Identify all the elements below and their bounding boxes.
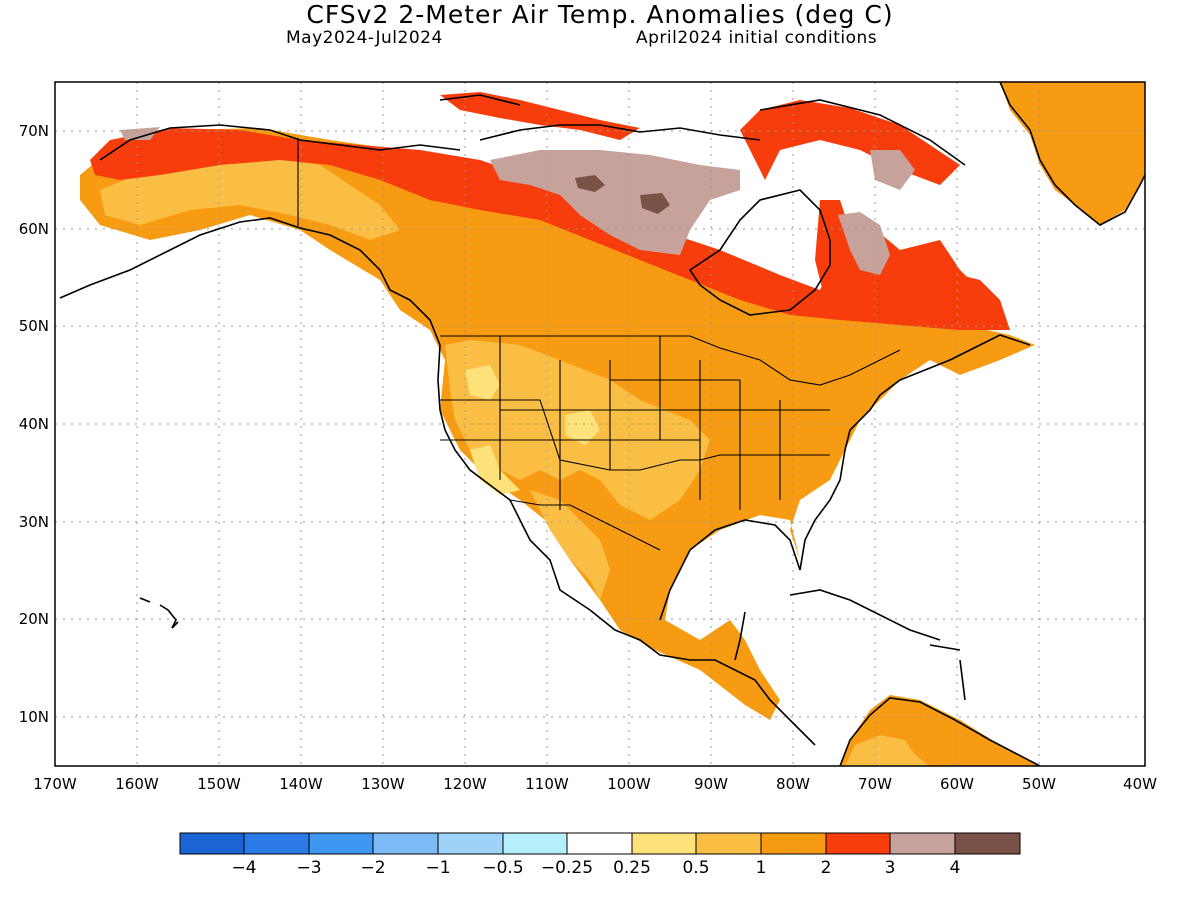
coastline-caribbean [789,589,966,701]
map-title: CFSv2 2-Meter Air Temp. Anomalies (deg C… [306,0,894,29]
lat-label-30n: 30N [19,513,49,531]
colorbar-label: −0.5 [482,858,523,878]
colorbar-swatch [372,832,439,855]
anomaly-patch-rose-baffin [870,150,915,190]
lon-label-140w: 140W [279,775,323,793]
colorbar-label: 3 [885,858,896,878]
coastline-greenland [999,82,1145,226]
coastlines [59,82,1145,766]
coastline-hudson-bay [688,189,831,316]
anomaly-patch-rose-quebec [838,212,890,275]
colorbar-swatch [437,832,504,855]
colorbar-swatch [566,832,633,855]
forecast-period: May2024-Jul2024 [286,28,443,48]
colorbar-label: −3 [296,858,321,878]
colorbar-swatch [308,832,374,855]
latitude-labels: 10N 20N 30N 40N 50N 60N 70N [19,122,49,726]
lon-label-50w: 50W [1022,775,1056,793]
lon-label-60w: 60W [940,775,974,793]
anomaly-patch-brown-2 [640,193,670,214]
anomaly-patch-light-yellow-rockies [565,410,600,445]
anomaly-patch-light-orange-alaska [100,158,400,240]
graticule [55,82,1145,766]
anomaly-patch-brown-1 [575,175,605,192]
colorbar-label: −0.25 [541,858,593,878]
anomaly-patch-light-orange-south-america [845,735,930,766]
coastline-south-america [839,697,1041,766]
political-borders [297,138,901,551]
colorbar-swatch [825,832,891,855]
colorbar-label: 0.25 [613,858,651,878]
hawaii-islands [139,597,179,629]
colorbar-label: 2 [821,858,832,878]
lon-label-170w: 170W [33,775,77,793]
anomaly-patch-red-northern-canada [90,128,1010,330]
colorbar-label: −4 [231,858,256,878]
colorbar-swatch [502,832,568,855]
map-area [55,82,1145,766]
lon-label-160w: 160W [115,775,159,793]
colorbar: −4 −3 −2 −1 −0.5 −0.25 0.25 0.5 1 2 3 4 [179,832,1021,878]
colorbar-swatch [179,832,245,855]
coastline-arctic [99,94,966,166]
colorbar-swatch [760,832,827,855]
lon-label-100w: 100W [607,775,651,793]
lon-label-40w: 40W [1123,775,1157,793]
colorbar-label: 4 [950,858,961,878]
colorbar-label: 0.5 [682,858,709,878]
lat-label-10n: 10N [19,708,49,726]
colorbar-swatch [243,832,310,855]
lon-label-130w: 130W [361,775,405,793]
longitude-labels: 170W 160W 150W 140W 130W 120W 110W 100W … [33,775,1157,793]
initial-conditions: April2024 initial conditions [636,28,878,48]
anomaly-patch-rose-arctic [120,127,160,140]
lat-label-40n: 40N [19,415,49,433]
anomaly-patch-rose-nunavut [490,150,740,255]
lon-label-80w: 80W [776,775,810,793]
colorbar-swatch [695,832,762,855]
colorbar-swatch [631,832,697,855]
anomaly-region-greenland [1000,82,1145,225]
lon-label-70w: 70W [858,775,892,793]
coastline-north-america [59,217,1031,746]
lon-label-110w: 110W [525,775,569,793]
map-frame [54,81,1146,767]
lat-label-50n: 50N [19,317,49,335]
anomaly-patch-light-yellow-great-basin [465,365,500,400]
lon-label-90w: 90W [694,775,728,793]
anomaly-shading [80,82,1145,766]
colorbar-swatch [889,832,956,855]
anomaly-patch-red-hudson-east [815,200,1010,330]
lat-label-60n: 60N [19,220,49,238]
colorbar-label: −2 [360,858,385,878]
colorbar-swatch [954,832,1021,855]
anomaly-patch-light-yellow-california [470,445,520,495]
anomaly-patch-red-arctic-islands [440,92,640,140]
lat-label-70n: 70N [19,122,49,140]
colorbar-label: 1 [756,858,767,878]
lon-label-150w: 150W [197,775,241,793]
lat-label-20n: 20N [19,610,49,628]
anomaly-patch-light-orange-mexico [530,490,610,600]
colorbar-label: −1 [425,858,450,878]
lon-label-120w: 120W [443,775,487,793]
